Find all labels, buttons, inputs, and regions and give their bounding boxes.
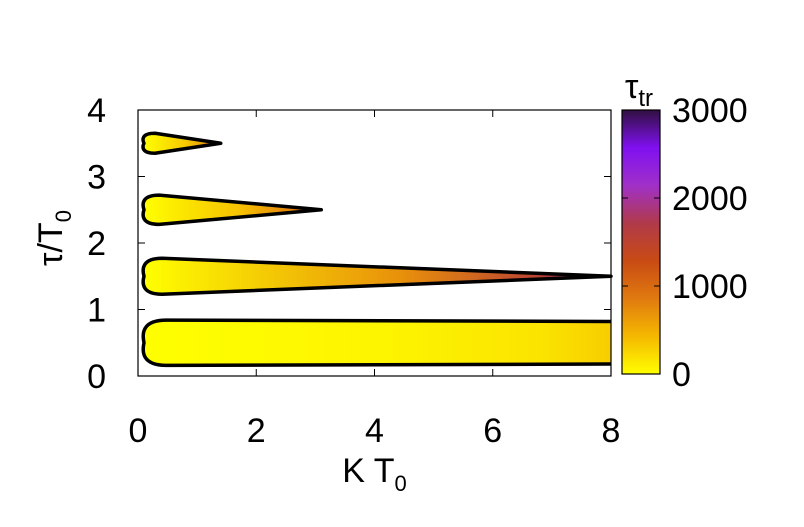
region-boundary-tongue-3 (141, 193, 324, 227)
colorbar (621, 109, 661, 375)
region-boundary-tongue-2 (141, 256, 613, 296)
colorbar-ticks: 0 1000 2000 3000 (622, 92, 748, 394)
y-axis-label: τ/T0 (32, 210, 76, 266)
region-boundary-tongue-1 (141, 318, 612, 368)
region-tongue-3 (143, 195, 322, 225)
heatmap-regions (141, 131, 613, 368)
x-axis-label-main: K T (342, 452, 394, 490)
region-tongue-1 (143, 320, 612, 366)
y-tick-label: 0 (87, 358, 106, 396)
x-axis-label-sub: 0 (395, 471, 407, 496)
colorbar-tick-label: 0 (672, 356, 691, 394)
x-axis-label: K T0 (342, 452, 407, 496)
colorbar-label: τtr (625, 68, 653, 112)
y-tick-label: 1 (87, 292, 106, 330)
y-tick-label: 2 (87, 225, 106, 263)
y-tick-label: 4 (87, 92, 106, 130)
x-tick-label: 6 (483, 412, 502, 450)
region-tongue-4 (143, 133, 221, 154)
y-axis-label-main: τ/T (32, 222, 70, 266)
colorbar-tick-label: 3000 (672, 92, 748, 130)
y-axis-label-sub: 0 (51, 210, 76, 222)
axis-ticks: 0 2 4 6 8 0 1 2 3 4 (87, 92, 620, 450)
colorbar-label-sub: tr (638, 85, 653, 112)
x-tick-label: 8 (602, 412, 621, 450)
x-tick-label: 0 (129, 412, 148, 450)
colorbar-tick-label: 2000 (672, 180, 748, 218)
region-boundary-tongue-4 (141, 131, 223, 155)
y-tick-label: 3 (87, 159, 106, 197)
region-tongue-2 (143, 258, 612, 295)
x-tick-label: 2 (247, 412, 266, 450)
x-tick-label: 4 (365, 412, 384, 450)
colorbar-tick-label: 1000 (672, 268, 748, 306)
colorbar-label-main: τ (625, 68, 639, 106)
